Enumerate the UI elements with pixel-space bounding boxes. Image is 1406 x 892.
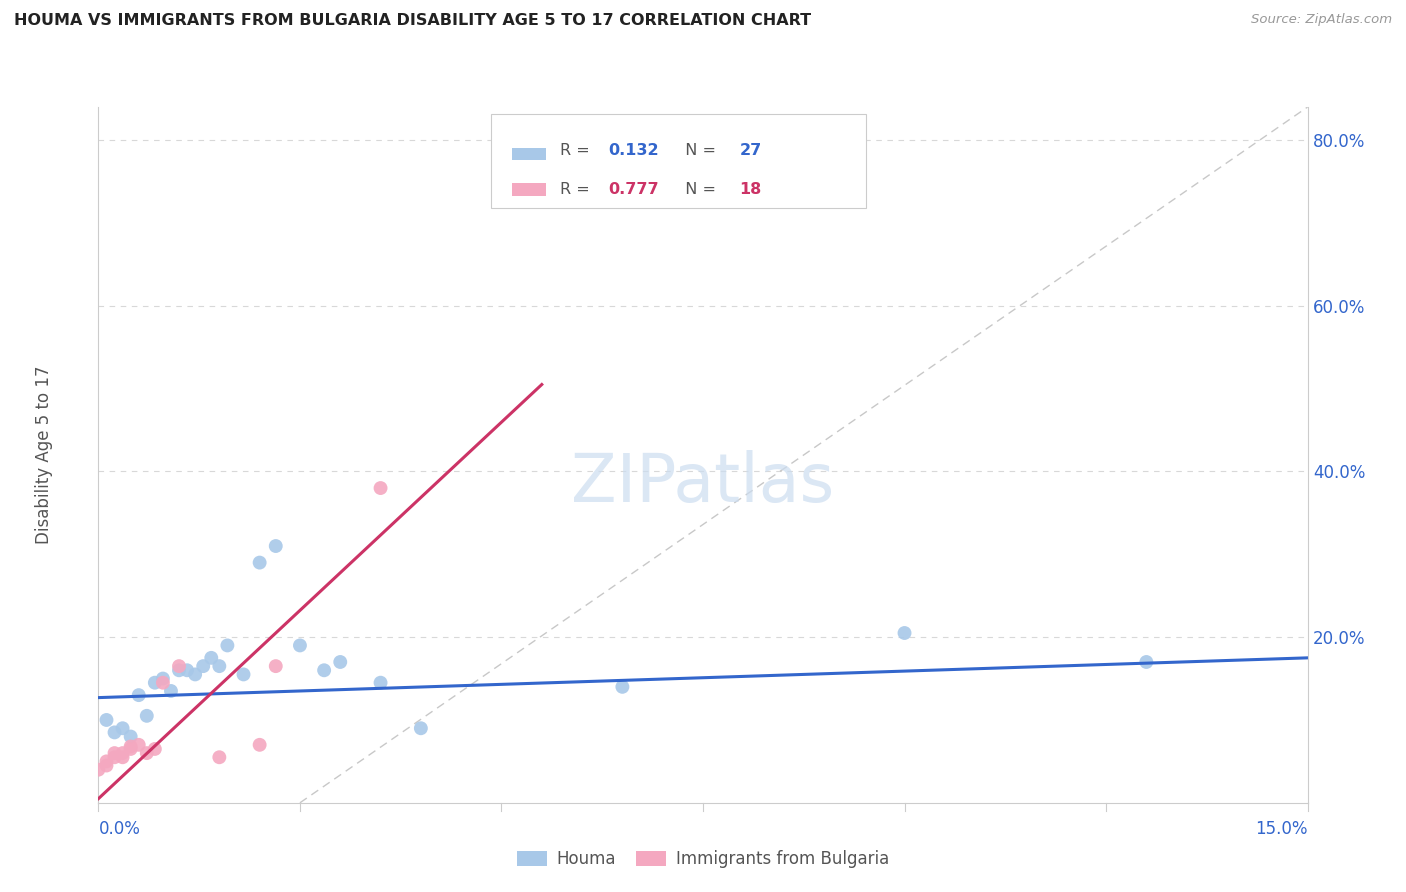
Point — [103, 750, 125, 764]
Point — [87, 763, 110, 777]
Text: 15.0%: 15.0% — [1256, 821, 1308, 838]
Text: 27: 27 — [740, 143, 762, 158]
Point — [314, 663, 336, 677]
Point — [135, 746, 157, 760]
Text: ZIPatlas: ZIPatlas — [571, 450, 835, 516]
Point — [329, 655, 352, 669]
Point — [167, 659, 190, 673]
Point — [152, 672, 174, 686]
Point — [103, 746, 125, 760]
Point — [208, 750, 231, 764]
Text: Disability Age 5 to 17: Disability Age 5 to 17 — [35, 366, 53, 544]
Point — [96, 713, 118, 727]
Text: 0.0%: 0.0% — [98, 821, 141, 838]
Point — [200, 651, 222, 665]
Point — [264, 659, 287, 673]
Text: 18: 18 — [740, 182, 762, 197]
Point — [120, 730, 142, 744]
Point — [232, 667, 254, 681]
Point — [128, 738, 150, 752]
Point — [111, 721, 134, 735]
Text: 0.132: 0.132 — [609, 143, 659, 158]
Point — [217, 639, 239, 653]
Point — [612, 680, 634, 694]
Legend: Houma, Immigrants from Bulgaria: Houma, Immigrants from Bulgaria — [510, 843, 896, 874]
Point — [96, 758, 118, 772]
Text: N =: N = — [675, 143, 721, 158]
Text: R =: R = — [561, 182, 595, 197]
Text: N =: N = — [675, 182, 721, 197]
Point — [370, 675, 392, 690]
Point — [176, 663, 198, 677]
Text: HOUMA VS IMMIGRANTS FROM BULGARIA DISABILITY AGE 5 TO 17 CORRELATION CHART: HOUMA VS IMMIGRANTS FROM BULGARIA DISABI… — [14, 13, 811, 29]
Point — [111, 750, 134, 764]
Point — [167, 663, 190, 677]
Point — [370, 481, 392, 495]
Point — [135, 708, 157, 723]
Point — [128, 688, 150, 702]
Point — [193, 659, 215, 673]
Point — [208, 659, 231, 673]
FancyBboxPatch shape — [512, 183, 546, 195]
Point — [143, 742, 166, 756]
Point — [103, 725, 125, 739]
Point — [288, 639, 311, 653]
Point — [249, 556, 271, 570]
Point — [120, 742, 142, 756]
Point — [184, 667, 207, 681]
Text: R =: R = — [561, 143, 595, 158]
Point — [249, 738, 271, 752]
Point — [264, 539, 287, 553]
Point — [160, 684, 183, 698]
Point — [409, 721, 432, 735]
Text: 0.777: 0.777 — [609, 182, 659, 197]
FancyBboxPatch shape — [492, 114, 866, 208]
Point — [111, 746, 134, 760]
FancyBboxPatch shape — [512, 147, 546, 161]
Point — [96, 755, 118, 769]
Point — [152, 675, 174, 690]
Point — [120, 739, 142, 754]
Point — [1135, 655, 1157, 669]
Text: Source: ZipAtlas.com: Source: ZipAtlas.com — [1251, 13, 1392, 27]
Point — [893, 626, 915, 640]
Point — [143, 675, 166, 690]
